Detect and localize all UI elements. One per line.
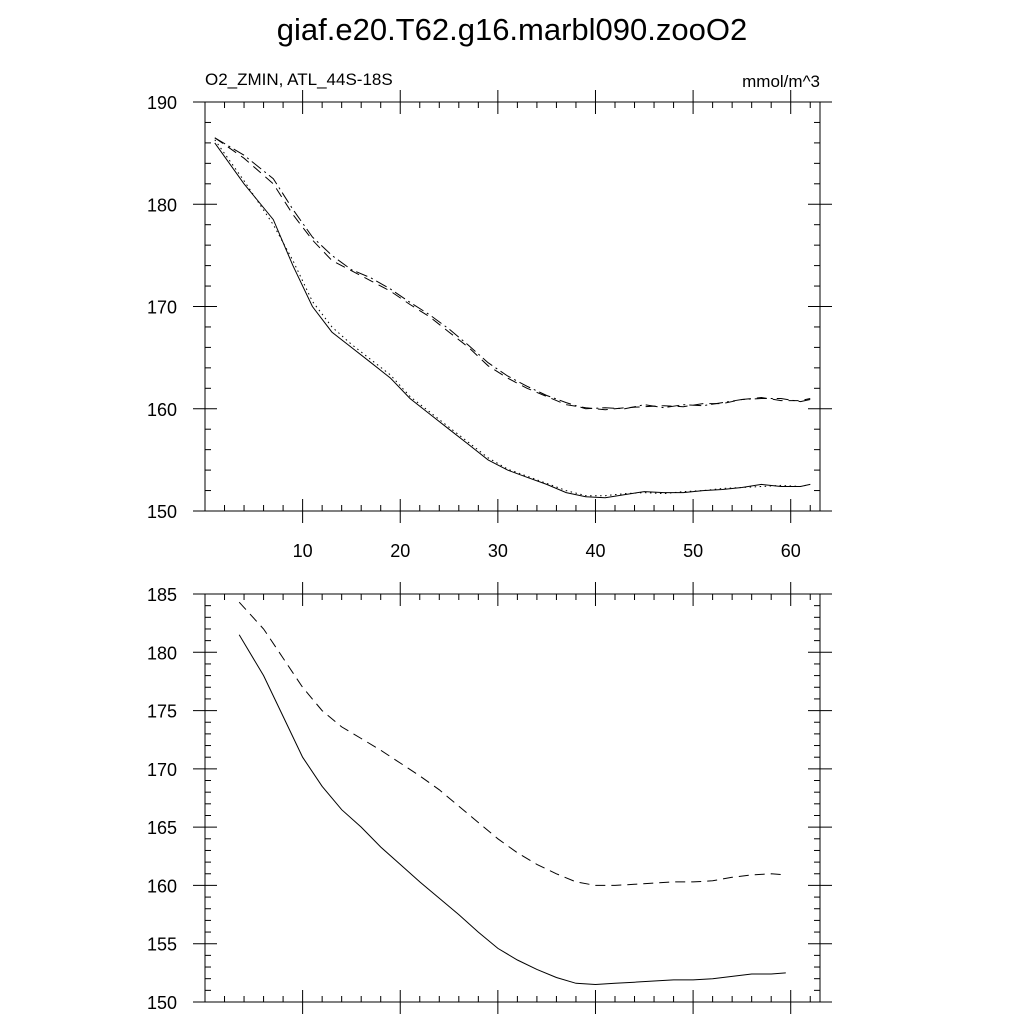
x-tick-label: 50 — [683, 541, 703, 561]
x-tick-label: 30 — [488, 541, 508, 561]
y-tick-label: 170 — [147, 298, 177, 318]
page-title: giaf.e20.T62.g16.marbl090.zooO2 — [277, 12, 747, 47]
variable-region-label: O2_ZMIN, ATL_44S-18S — [205, 70, 393, 89]
series-line-dashed — [214, 137, 811, 411]
y-tick-label: 170 — [147, 760, 177, 780]
series-line-dotted — [214, 139, 811, 497]
y-tick-label: 160 — [147, 400, 177, 420]
series-line-dashdot — [214, 137, 811, 410]
plot-frame — [204, 593, 821, 1003]
y-tick-label: 150 — [147, 993, 177, 1013]
y-tick-label: 185 — [147, 585, 177, 605]
y-tick-label: 155 — [147, 935, 177, 955]
units-label: mmol/m^3 — [742, 72, 820, 91]
series-line-dashed — [238, 601, 786, 886]
y-tick-label: 150 — [147, 502, 177, 522]
y-tick-label: 175 — [147, 702, 177, 722]
series-line-solid — [214, 142, 811, 499]
y-tick-label: 160 — [147, 876, 177, 896]
y-tick-label: 165 — [147, 818, 177, 838]
x-tick-label: 60 — [781, 541, 801, 561]
plot-frame — [204, 101, 821, 512]
y-tick-label: 180 — [147, 195, 177, 215]
bottom-plot-panel: 150 155 160 165 170 175 180 185 — [147, 582, 832, 1014]
x-tick-label: 40 — [585, 541, 605, 561]
y-tick-label: 180 — [147, 643, 177, 663]
x-tick-label: 10 — [293, 541, 313, 561]
y-tick-label: 190 — [147, 93, 177, 113]
top-plot-panel: 10 20 30 40 50 60 150 160 170 180 190 — [147, 90, 832, 561]
series-line-solid — [238, 634, 786, 986]
x-tick-label: 20 — [390, 541, 410, 561]
